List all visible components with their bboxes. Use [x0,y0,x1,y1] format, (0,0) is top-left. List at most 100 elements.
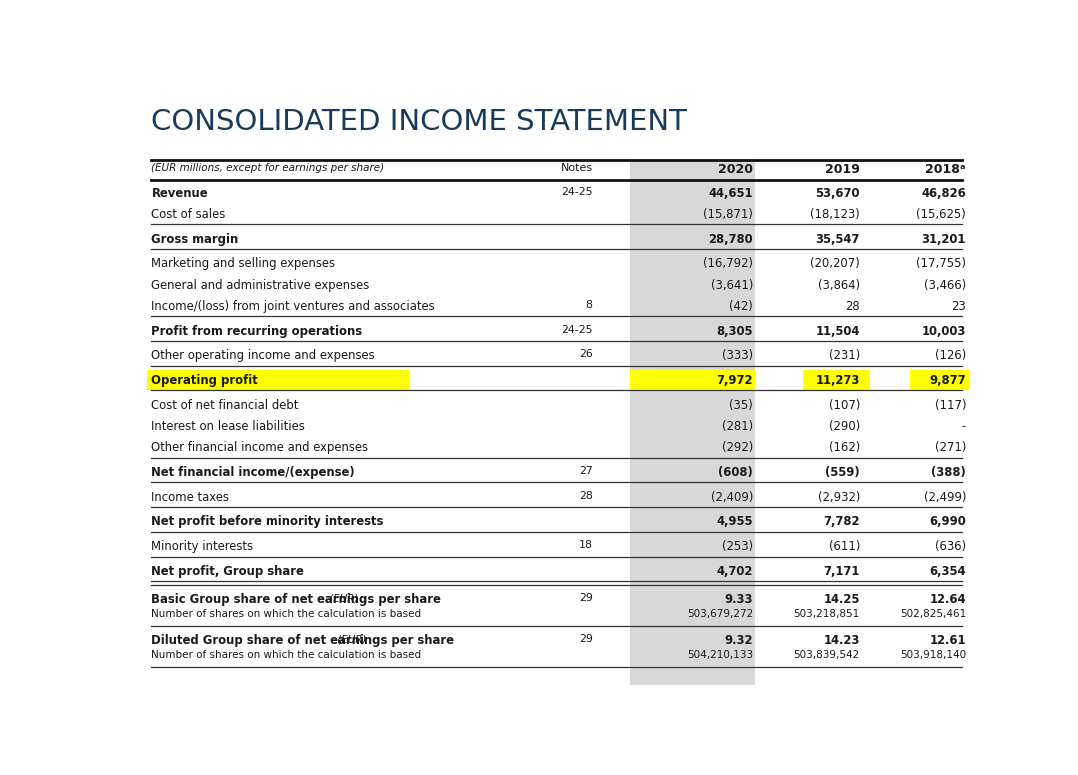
Text: (2,932): (2,932) [817,491,860,504]
Text: (EUR): (EUR) [326,594,358,604]
Text: Profit from recurring operations: Profit from recurring operations [151,325,362,338]
Text: Diluted Group share of net earnings per share: Diluted Group share of net earnings per … [151,634,455,647]
Text: (231): (231) [829,350,860,362]
Text: 14.25: 14.25 [824,594,860,606]
Text: (3,641): (3,641) [710,278,754,291]
Text: 9,877: 9,877 [929,374,966,387]
Text: (559): (559) [826,466,860,479]
Text: Cost of sales: Cost of sales [151,208,225,221]
Text: 24-25: 24-25 [561,325,593,335]
Text: 28: 28 [845,300,860,313]
Text: Other financial income and expenses: Other financial income and expenses [151,441,369,454]
Text: 503,839,542: 503,839,542 [793,650,860,660]
Text: 2018ᵃ: 2018ᵃ [925,164,966,177]
Text: (2,409): (2,409) [710,491,754,504]
Text: Marketing and selling expenses: Marketing and selling expenses [151,257,335,270]
Text: 7,972: 7,972 [717,374,754,387]
Text: (333): (333) [722,350,754,362]
Text: (16,792): (16,792) [703,257,754,270]
Text: (107): (107) [829,399,860,412]
Text: 4,955: 4,955 [717,515,754,529]
Text: (611): (611) [829,540,860,553]
Text: 18: 18 [579,540,593,550]
Text: 29: 29 [579,634,593,644]
Text: Basic Group share of net earnings per share: Basic Group share of net earnings per sh… [151,594,441,606]
Text: 503,679,272: 503,679,272 [687,609,754,619]
Text: Minority interests: Minority interests [151,540,253,553]
Text: 12.64: 12.64 [929,594,966,606]
Text: (253): (253) [722,540,754,553]
Text: (271): (271) [935,441,966,454]
Text: 9.33: 9.33 [724,594,754,606]
Text: (17,755): (17,755) [916,257,966,270]
Text: 504,210,133: 504,210,133 [687,650,754,660]
Bar [803,370,870,390]
Text: Net profit before minority interests: Net profit before minority interests [151,515,384,529]
Text: Cost of net financial debt: Cost of net financial debt [151,399,299,412]
Text: (EUR): (EUR) [334,634,367,644]
Text: 28,780: 28,780 [708,232,754,246]
Text: (18,123): (18,123) [811,208,860,221]
Text: 24-25: 24-25 [561,187,593,197]
Text: (388): (388) [931,466,966,479]
Text: (281): (281) [722,420,754,433]
Text: (608): (608) [718,466,754,479]
Text: Operating profit: Operating profit [151,374,259,387]
Text: 46,826: 46,826 [922,187,966,200]
Text: (162): (162) [829,441,860,454]
Text: (3,466): (3,466) [924,278,966,291]
Text: (15,871): (15,871) [703,208,754,221]
Text: 53,670: 53,670 [815,187,860,200]
Text: General and administrative expenses: General and administrative expenses [151,278,370,291]
Text: 502,825,461: 502,825,461 [900,609,966,619]
Text: 11,504: 11,504 [816,325,860,338]
Text: (20,207): (20,207) [811,257,860,270]
Text: 26: 26 [579,350,593,360]
Text: Income/(loss) from joint ventures and associates: Income/(loss) from joint ventures and as… [151,300,436,313]
Text: 28: 28 [579,491,593,501]
Text: -: - [962,420,966,433]
Text: 14.23: 14.23 [824,634,860,647]
Bar [148,370,411,390]
Text: 44,651: 44,651 [708,187,754,200]
Text: (2,499): (2,499) [924,491,966,504]
Text: 6,990: 6,990 [929,515,966,529]
Text: Notes: Notes [561,164,593,174]
Text: 503,218,851: 503,218,851 [793,609,860,619]
Text: (290): (290) [829,420,860,433]
Text: Net financial income/(expense): Net financial income/(expense) [151,466,355,479]
Text: 23: 23 [951,300,966,313]
Text: Number of shares on which the calculation is based: Number of shares on which the calculatio… [151,609,421,619]
Text: (636): (636) [935,540,966,553]
Text: Gross margin: Gross margin [151,232,238,246]
Text: 7,171: 7,171 [824,565,860,578]
Text: (3,864): (3,864) [818,278,860,291]
Text: 2020: 2020 [718,164,754,177]
Text: CONSOLIDATED INCOME STATEMENT: CONSOLIDATED INCOME STATEMENT [151,108,688,136]
Text: 2019: 2019 [825,164,860,177]
Text: 9.32: 9.32 [724,634,754,647]
Text: Interest on lease liabilities: Interest on lease liabilities [151,420,305,433]
Text: Other operating income and expenses: Other operating income and expenses [151,350,375,362]
Text: 31,201: 31,201 [922,232,966,246]
Bar [910,370,971,390]
Bar [631,370,755,390]
Text: 11,273: 11,273 [816,374,860,387]
Text: Income taxes: Income taxes [151,491,230,504]
Text: Number of shares on which the calculation is based: Number of shares on which the calculatio… [151,650,421,660]
Text: 6,354: 6,354 [929,565,966,578]
Text: 29: 29 [579,594,593,604]
Text: (117): (117) [935,399,966,412]
Text: 8: 8 [585,300,593,310]
Bar [631,159,755,685]
Text: (EUR millions, except for earnings per share): (EUR millions, except for earnings per s… [151,164,385,174]
Text: Net profit, Group share: Net profit, Group share [151,565,304,578]
Text: (15,625): (15,625) [916,208,966,221]
Text: (35): (35) [729,399,754,412]
Text: 10,003: 10,003 [922,325,966,338]
Text: Revenue: Revenue [151,187,208,200]
Text: 8,305: 8,305 [717,325,754,338]
Text: (292): (292) [722,441,754,454]
Text: (126): (126) [935,350,966,362]
Text: 503,918,140: 503,918,140 [900,650,966,660]
